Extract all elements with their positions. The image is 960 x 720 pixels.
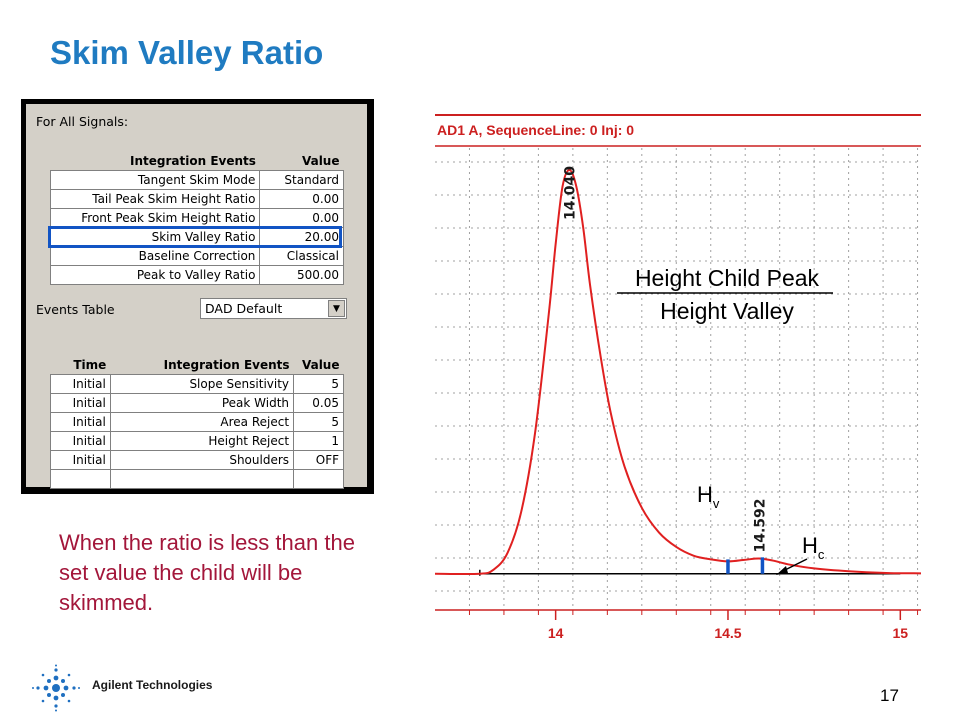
chevron-down-icon[interactable]: ▼ <box>328 300 345 317</box>
event-value-cell[interactable] <box>293 469 344 489</box>
section-label: For All Signals: <box>36 114 129 129</box>
events-table-select[interactable]: DAD Default ▼ <box>200 298 347 319</box>
table-row[interactable]: Tangent Skim Mode Standard <box>49 170 344 190</box>
peak-rt-label: 14.592 <box>753 498 769 552</box>
table-row[interactable]: Initial Height Reject 1 <box>50 431 344 451</box>
column-header: Value <box>301 153 340 168</box>
page-number: 17 <box>880 686 899 705</box>
time-cell[interactable]: Initial <box>50 412 111 432</box>
event-value-cell[interactable]: 0.05 <box>293 393 344 413</box>
events-table-label: Events Table <box>36 302 115 317</box>
hc-label-sub: c <box>818 547 825 562</box>
hv-label-sub: v <box>713 496 720 511</box>
table-row[interactable]: Initial Shoulders OFF <box>50 450 344 470</box>
event-name-cell[interactable]: Front Peak Skim Height Ratio <box>49 208 261 228</box>
event-value-cell[interactable]: 0.00 <box>259 189 344 209</box>
column-header: Value <box>301 357 340 372</box>
fraction-denominator: Height Valley <box>660 298 794 324</box>
hc-label-main: H <box>802 533 818 558</box>
time-cell[interactable]: Initial <box>50 431 111 451</box>
hv-label-main: H <box>697 482 713 507</box>
agilent-logo <box>30 664 82 717</box>
peak-labels: 14.040 14.592 <box>562 166 768 553</box>
event-name-cell[interactable]: Peak to Valley Ratio <box>49 265 261 285</box>
table-row[interactable]: Initial Area Reject 5 <box>50 412 344 432</box>
time-cell[interactable]: Initial <box>50 450 111 470</box>
event-name-cell[interactable]: Peak Width <box>109 393 295 413</box>
event-value-cell[interactable]: 500.00 <box>259 265 344 285</box>
time-cell[interactable] <box>50 469 111 489</box>
event-name-cell[interactable]: Skim Valley Ratio <box>49 227 261 247</box>
event-value-cell[interactable]: Classical <box>259 246 344 266</box>
integration-events-table: Integration Events Value Tangent Skim Mo… <box>49 151 344 285</box>
integration-events-dialog: For All Signals: Integration Events Valu… <box>21 99 374 494</box>
x-tick-label: 14.5 <box>714 625 741 641</box>
events-table: Time Integration Events Value Initial Slo… <box>50 355 344 489</box>
fraction-numerator: Height Child Peak <box>635 265 820 291</box>
hc-label: Hc <box>802 533 825 562</box>
table-row[interactable]: Tail Peak Skim Height Ratio 0.00 <box>49 189 344 209</box>
peak-rt-label: 14.040 <box>562 166 578 220</box>
event-value-cell[interactable]: OFF <box>293 450 344 470</box>
x-axis-ticks: 14 14.5 15 <box>468 610 919 641</box>
agilent-spark-icon <box>32 664 80 712</box>
page-title: Skim Valley Ratio <box>50 34 324 71</box>
event-name-cell[interactable]: Slope Sensitivity <box>109 374 295 394</box>
x-tick-label: 15 <box>893 625 909 641</box>
table-row[interactable] <box>50 469 344 489</box>
valley-markers <box>726 557 765 574</box>
column-header: Integration Events <box>130 153 256 168</box>
company-name: Agilent Technologies <box>92 678 213 692</box>
hc-arrow <box>782 558 808 572</box>
chart-grid <box>435 148 921 610</box>
event-name-cell[interactable]: Height Reject <box>109 431 295 451</box>
table-row[interactable]: Peak to Valley Ratio 500.00 <box>49 265 344 285</box>
chromatogram-trace <box>434 168 922 576</box>
x-tick-label: 14 <box>548 625 564 641</box>
event-value-cell[interactable]: 0.00 <box>259 208 344 228</box>
event-name-cell[interactable]: Tangent Skim Mode <box>49 170 261 190</box>
hv-label: Hv <box>697 482 720 511</box>
table-row[interactable]: Skim Valley Ratio 20.00 <box>49 227 344 247</box>
column-header: Integration Events <box>163 357 290 372</box>
table-row[interactable]: Initial Peak Width 0.05 <box>50 393 344 413</box>
hc-arrow-head <box>776 566 788 575</box>
event-value-cell[interactable]: 1 <box>293 431 344 451</box>
event-name-cell[interactable]: Area Reject <box>109 412 295 432</box>
table-row[interactable]: Front Peak Skim Height Ratio 0.00 <box>49 208 344 228</box>
table-row[interactable]: Initial Slope Sensitivity 5 <box>50 374 344 394</box>
chromatogram-svg: AD1 A, SequenceLine: 0 Inj: 0 14 14.5 15 1… <box>434 114 922 641</box>
column-header: Time <box>73 357 107 372</box>
event-name-cell[interactable]: Tail Peak Skim Height Ratio <box>49 189 261 209</box>
skim-explanation-note: When the ratio is less than the set valu… <box>59 530 355 615</box>
chart-title: AD1 A, SequenceLine: 0 Inj: 0 <box>437 122 634 138</box>
event-value-cell[interactable]: 5 <box>293 412 344 432</box>
time-cell[interactable]: Initial <box>50 374 111 394</box>
event-value-cell[interactable]: 20.00 <box>259 227 344 247</box>
time-cell[interactable]: Initial <box>50 393 111 413</box>
skim-valley-ratio-highlight <box>48 226 342 248</box>
table-row[interactable]: Baseline Correction Classical <box>49 246 344 266</box>
events-table-value: DAD Default <box>205 301 283 316</box>
event-name-cell[interactable] <box>109 469 295 489</box>
event-name-cell[interactable]: Shoulders <box>109 450 295 470</box>
event-name-cell[interactable]: Baseline Correction <box>49 246 261 266</box>
event-value-cell[interactable]: 5 <box>293 374 344 394</box>
event-value-cell[interactable]: Standard <box>259 170 344 190</box>
chromatogram: AD1 A, SequenceLine: 0 Inj: 0 14 14.5 15 1… <box>434 112 925 642</box>
